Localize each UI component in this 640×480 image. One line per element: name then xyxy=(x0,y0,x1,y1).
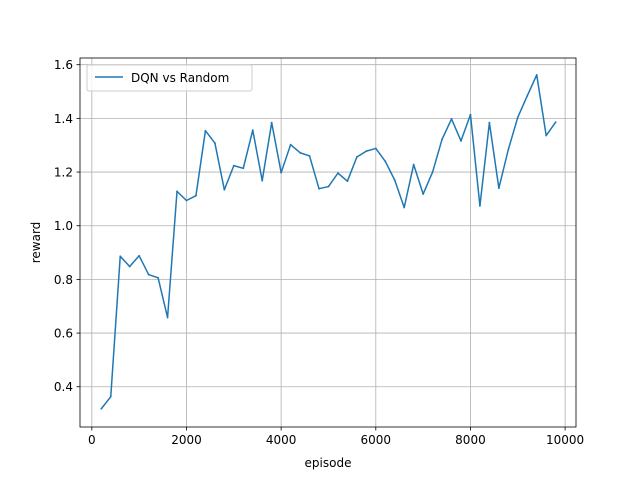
data-point xyxy=(318,187,320,190)
x-tick-label: 0 xyxy=(88,433,96,447)
y-axis-label: reward xyxy=(29,222,43,264)
data-point xyxy=(119,255,122,258)
data-point xyxy=(441,138,443,141)
data-point xyxy=(195,194,197,197)
data-point xyxy=(213,142,216,144)
series-line xyxy=(100,74,557,410)
data-point xyxy=(251,129,254,132)
data-point xyxy=(185,199,188,202)
x-tick-label: 6000 xyxy=(361,433,392,447)
data-point xyxy=(270,121,273,124)
data-point xyxy=(460,140,462,142)
data-point xyxy=(526,94,529,97)
data-point xyxy=(223,188,226,191)
data-point xyxy=(242,167,245,170)
data-point xyxy=(100,407,103,410)
axes-frame xyxy=(79,57,577,428)
grid xyxy=(80,58,576,427)
y-tick-label: 0.6 xyxy=(54,327,73,341)
data-point xyxy=(393,179,396,182)
x-tick-label: 10000 xyxy=(546,433,584,447)
data-point xyxy=(469,113,472,116)
data-point xyxy=(554,121,557,124)
data-point xyxy=(450,118,453,120)
y-tick-label: 1.6 xyxy=(54,58,73,72)
data-point xyxy=(337,172,339,175)
y-tick-label: 1.0 xyxy=(54,219,73,233)
data-point xyxy=(204,129,207,132)
data-point xyxy=(109,395,112,398)
data-point xyxy=(176,190,178,193)
data-point xyxy=(299,151,301,154)
legend-box xyxy=(86,64,253,92)
data-point xyxy=(138,254,141,257)
data-point xyxy=(384,160,387,163)
y-tick-label: 1.4 xyxy=(54,112,73,126)
data-point xyxy=(346,180,349,183)
data-point xyxy=(488,121,491,124)
data-point xyxy=(308,155,311,157)
data-point xyxy=(431,171,434,173)
data-point xyxy=(412,163,415,166)
x-tick-label: 8000 xyxy=(455,433,486,447)
data-point xyxy=(289,143,292,146)
data-point xyxy=(535,74,538,76)
data-point xyxy=(516,116,519,119)
x-tick-label: 2000 xyxy=(171,433,202,447)
data-point xyxy=(280,171,283,174)
legend: DQN vs Random xyxy=(86,64,253,92)
y-tick-label: 0.4 xyxy=(54,380,73,394)
data-point xyxy=(147,273,150,276)
data-point xyxy=(157,276,159,279)
x-axis-label: episode xyxy=(305,456,352,470)
legend-label: DQN vs Random xyxy=(131,71,229,85)
ticks: 0 2000 4000 6000 8000 10000 0.4 0.6 0.8 1.0 1.2 1.4… xyxy=(54,58,584,447)
data-point xyxy=(507,148,510,151)
data-point xyxy=(166,316,169,319)
data-point xyxy=(365,150,368,153)
data-point xyxy=(261,179,264,182)
data-point xyxy=(232,164,235,167)
data-point xyxy=(355,156,358,158)
data-point xyxy=(497,187,500,190)
data-point xyxy=(545,134,548,137)
data-point xyxy=(479,204,481,207)
data-point xyxy=(128,265,131,268)
x-tick-label: 4000 xyxy=(266,433,297,447)
y-tick-label: 0.8 xyxy=(54,273,73,287)
data-point xyxy=(403,206,406,209)
data-point xyxy=(374,147,377,150)
data-point xyxy=(327,185,330,188)
data-point xyxy=(422,193,425,195)
plot-series xyxy=(100,74,557,410)
y-tick-label: 1.2 xyxy=(54,166,73,180)
